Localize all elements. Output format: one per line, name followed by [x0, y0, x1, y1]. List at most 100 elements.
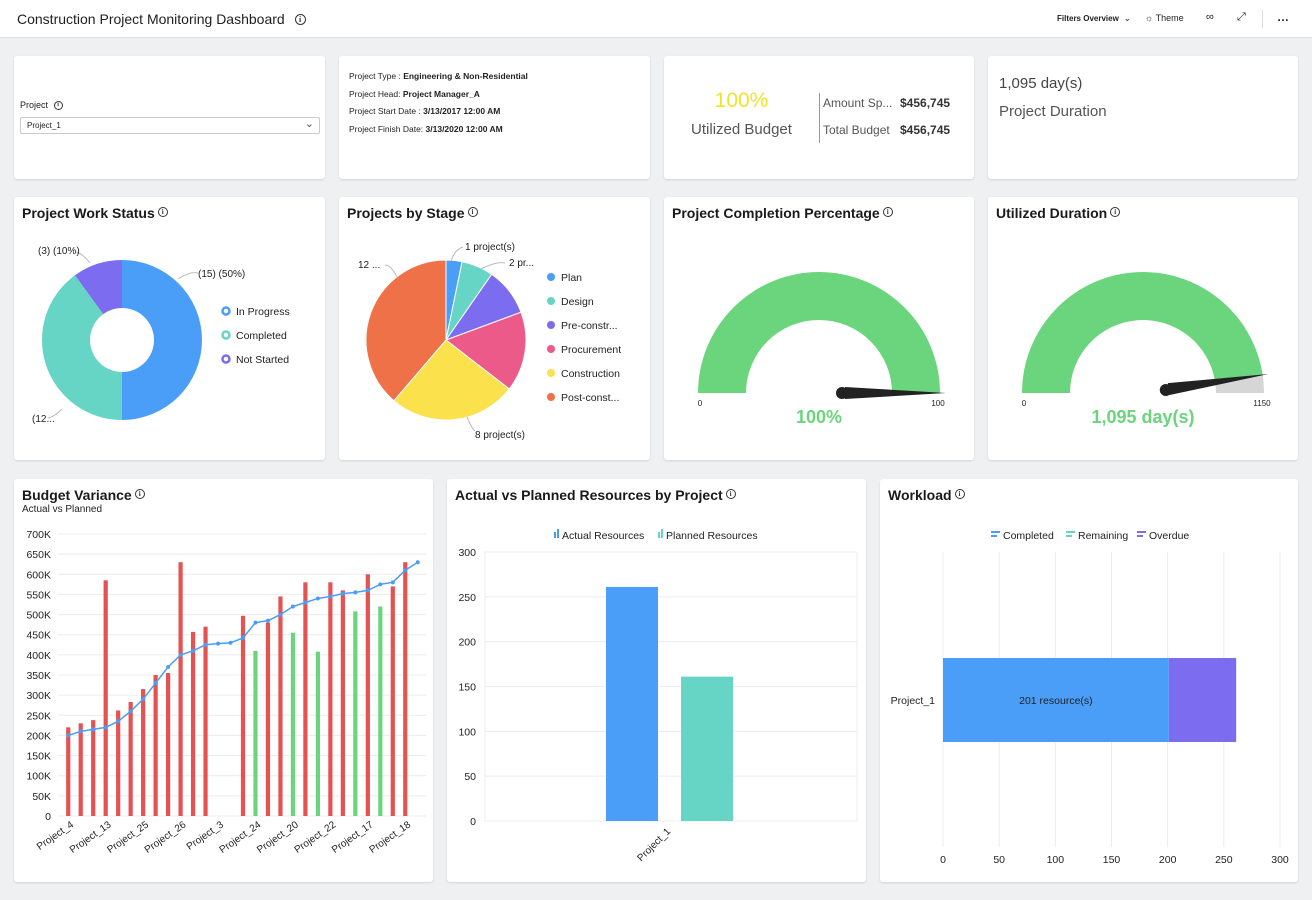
- duration-label: Project Duration: [999, 103, 1107, 120]
- y-tick-label: 150K: [26, 751, 51, 763]
- gauge-needle: [1167, 373, 1269, 396]
- bar-data-label: 201 resource(s): [1019, 695, 1093, 707]
- legend-icon: [547, 369, 555, 377]
- utilized-duration-panel: Utilized Duration i 0 1150 1,095 day(s): [988, 197, 1298, 460]
- data-label: 12 ...: [358, 260, 380, 271]
- bar-planned: [315, 651, 320, 816]
- completion-panel: Project Completion Percentage i 0 100 100%: [664, 197, 974, 460]
- project-finish-value: 3/13/2020 12:00 AM: [425, 123, 503, 134]
- trend-point: [191, 648, 196, 653]
- leader-line: [480, 262, 506, 270]
- filters-overview-button[interactable]: Filters Overview ⌄: [1057, 14, 1131, 23]
- bar-actual: [365, 574, 370, 816]
- bar-planned: [290, 632, 296, 816]
- info-icon[interactable]: i: [467, 207, 478, 218]
- bar-actual: [190, 631, 196, 816]
- info-icon[interactable]: i: [134, 489, 145, 500]
- legend-icon: [554, 532, 556, 538]
- y-tick-label: 300K: [26, 690, 51, 702]
- y-tick-label: 600K: [26, 569, 51, 581]
- legend-icon: [547, 393, 555, 401]
- panel-title-wrap: Project Completion Percentage i: [672, 205, 893, 221]
- info-icon[interactable]: i: [1110, 207, 1121, 218]
- legend-icon: [991, 535, 997, 537]
- bar-actual: [153, 675, 158, 816]
- amount-spent-value: $456,745: [900, 96, 951, 110]
- bar-actual: [141, 689, 146, 816]
- y-tick-label: 100K: [26, 771, 51, 783]
- trend-point: [265, 618, 270, 623]
- project-start-row: Project Start Date : 3/13/2017 12:00 AM: [349, 103, 528, 121]
- trend-point: [178, 652, 183, 657]
- legend-icon: [547, 273, 555, 281]
- theme-button[interactable]: ☼ Theme: [1145, 13, 1184, 23]
- pie-slice: [393, 339, 510, 421]
- work-status-panel: Project Work Status i (15) (50%) (12... (3)…: [14, 197, 325, 460]
- legend-icon: [1066, 531, 1075, 533]
- y-tick-label: 300: [458, 547, 476, 559]
- legend-label: Design: [561, 296, 594, 308]
- bar-actual: [178, 562, 183, 816]
- legend-label: Not Started: [236, 354, 289, 366]
- data-label: 2 pr...: [509, 258, 534, 269]
- trend-point: [253, 620, 258, 625]
- bar-actual: [403, 562, 408, 816]
- divider: [819, 93, 820, 143]
- duration-gauge: 0 1150 1,095 day(s): [1022, 272, 1271, 427]
- info-icon[interactable]: i: [882, 207, 893, 218]
- info-icon[interactable]: i: [53, 101, 63, 111]
- info-icon[interactable]: i: [157, 207, 168, 218]
- project-finish-label: Project Finish Date:: [349, 123, 426, 134]
- y-tick-label: 650K: [26, 549, 51, 561]
- y-tick-label: 50K: [32, 791, 51, 803]
- y-tick-label: 450K: [26, 630, 51, 642]
- x-tick-label: 250: [1215, 854, 1233, 866]
- legend-icon: [1066, 535, 1072, 537]
- info-icon[interactable]: i: [294, 13, 306, 25]
- project-type-label: Project Type :: [349, 71, 404, 81]
- bar-planned: [378, 606, 383, 816]
- trend-point: [378, 582, 383, 587]
- y-tick-label: 500K: [26, 610, 51, 622]
- panel-title: Project Work Status: [22, 205, 155, 221]
- project-start-label: Project Start Date :: [349, 106, 424, 116]
- amount-spent-label: Amount Sp...: [823, 96, 893, 110]
- trend-point: [91, 727, 96, 732]
- chevron-down-icon: ⌄: [1124, 14, 1131, 23]
- leader-line: [466, 416, 476, 432]
- legend-icon: [547, 345, 555, 353]
- project-select[interactable]: Project_1 ⌄: [20, 117, 320, 134]
- bar-actual: [278, 596, 283, 816]
- glasses-icon[interactable]: ∞: [1206, 11, 1214, 23]
- trend-point: [78, 729, 83, 734]
- expand-icon[interactable]: ⤢: [1237, 11, 1246, 23]
- bar-actual: [103, 580, 108, 816]
- budget-percent: 100%: [714, 89, 769, 112]
- panel-title: Projects by Stage: [347, 205, 465, 221]
- x-tick-label: 0: [940, 854, 946, 866]
- sun-icon: ☼: [1145, 13, 1154, 23]
- workload-chart: 0 50 100 150 200 250 300 201 resource(s) Project…: [891, 530, 1289, 866]
- bar-planned: [353, 611, 358, 816]
- info-icon[interactable]: i: [954, 489, 965, 500]
- project-info-list: Project Type : Engineering & Non-Residen…: [349, 68, 528, 138]
- gauge-needle-hub: [1159, 384, 1172, 397]
- top-bar: Construction Project Monitoring Dashboar…: [0, 0, 1312, 38]
- trend-point: [153, 681, 158, 686]
- trend-point: [241, 635, 245, 640]
- trend-point: [303, 600, 308, 605]
- legend-icon: [547, 321, 555, 329]
- legend-icon: [1137, 535, 1143, 537]
- data-label: (12...: [32, 414, 55, 425]
- bar-actual: [265, 622, 271, 816]
- bar: [681, 676, 733, 821]
- trend-point: [103, 725, 108, 730]
- bar: [606, 586, 658, 821]
- trend-point: [66, 733, 71, 738]
- legend-label: Plan: [561, 272, 582, 284]
- theme-label: Theme: [1155, 13, 1184, 23]
- more-menu-icon[interactable]: …: [1277, 10, 1290, 24]
- info-icon[interactable]: i: [725, 489, 736, 500]
- gauge-min-label: 0: [1022, 399, 1027, 408]
- panel-title-wrap: Workload i: [888, 487, 965, 503]
